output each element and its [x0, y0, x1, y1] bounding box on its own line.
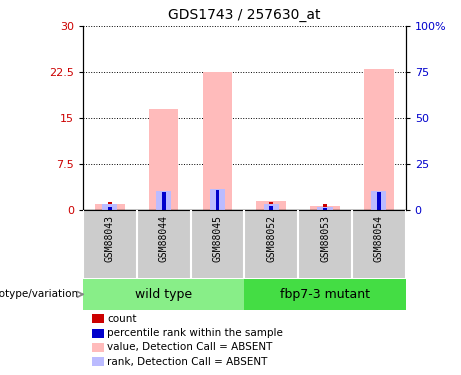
Text: GSM88053: GSM88053: [320, 215, 330, 262]
Text: count: count: [107, 314, 136, 324]
Text: GSM88054: GSM88054: [374, 215, 384, 262]
Bar: [377, 192, 381, 210]
Text: wild type: wild type: [135, 288, 192, 301]
Bar: [162, 192, 165, 210]
Text: GSM88043: GSM88043: [105, 215, 115, 262]
Bar: [203, 72, 232, 210]
Bar: [269, 202, 273, 210]
Bar: [264, 204, 279, 210]
Bar: [83, 279, 244, 310]
Bar: [256, 201, 286, 210]
Text: genotype/variation: genotype/variation: [0, 290, 78, 299]
Bar: [216, 190, 219, 210]
Bar: [323, 208, 327, 210]
Title: GDS1743 / 257630_at: GDS1743 / 257630_at: [168, 9, 320, 22]
Bar: [310, 206, 340, 210]
Bar: [323, 204, 327, 210]
Bar: [216, 206, 219, 210]
Text: value, Detection Call = ABSENT: value, Detection Call = ABSENT: [107, 342, 272, 352]
Bar: [244, 279, 406, 310]
Bar: [102, 204, 118, 210]
Bar: [210, 189, 225, 210]
Text: GSM88044: GSM88044: [159, 215, 169, 262]
Bar: [269, 206, 273, 210]
Bar: [364, 69, 394, 210]
Bar: [149, 109, 178, 210]
Text: percentile rank within the sample: percentile rank within the sample: [107, 328, 283, 338]
Bar: [377, 206, 381, 210]
Bar: [108, 207, 112, 210]
Bar: [162, 206, 165, 210]
Text: rank, Detection Call = ABSENT: rank, Detection Call = ABSENT: [107, 357, 267, 366]
Bar: [156, 191, 171, 210]
Text: GSM88045: GSM88045: [213, 215, 223, 262]
Bar: [95, 204, 124, 210]
Bar: [318, 207, 332, 210]
Bar: [371, 191, 386, 210]
Text: GSM88052: GSM88052: [266, 215, 276, 262]
Bar: [108, 202, 112, 210]
Text: fbp7-3 mutant: fbp7-3 mutant: [280, 288, 370, 301]
